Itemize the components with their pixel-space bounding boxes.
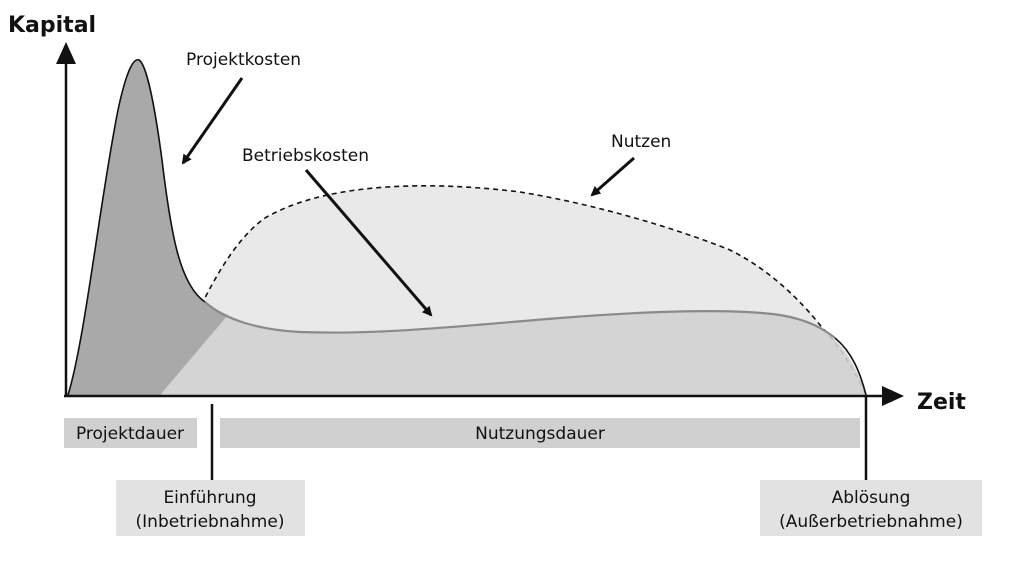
projektdauer-bar xyxy=(64,418,197,448)
betriebskosten-curve xyxy=(204,301,836,339)
betriebskosten-arrow xyxy=(304,169,433,317)
y-axis-arrow xyxy=(56,42,76,64)
projektkosten-curve xyxy=(67,59,206,396)
einfuehrung-line2: (Inbetriebnahme) xyxy=(136,512,285,532)
abloesung-box xyxy=(760,480,982,536)
y-axis-label: Kapital xyxy=(8,13,96,38)
nutzungsdauer-label: Nutzungsdauer xyxy=(475,424,605,444)
nutzen-arrow xyxy=(590,156,635,197)
projektkosten-label: Projektkosten xyxy=(186,50,301,70)
abloesung-line2: (Außerbetriebnahme) xyxy=(779,512,963,532)
projektkosten-area xyxy=(68,59,228,396)
einfuehrung-box xyxy=(116,480,305,536)
abloesung-line1: Ablösung xyxy=(832,488,911,508)
projektdauer-label: Projektdauer xyxy=(76,424,184,444)
x-axis-arrow xyxy=(882,386,904,406)
nutzungsdauer-bar xyxy=(220,418,860,448)
betriebskosten-label: Betriebskosten xyxy=(242,146,369,166)
einfuehrung-line1: Einführung xyxy=(163,488,256,508)
projektkosten-arrow xyxy=(181,77,244,165)
betriebskosten-area xyxy=(160,300,866,395)
nutzen-label: Nutzen xyxy=(611,132,671,152)
x-axis-label: Zeit xyxy=(917,390,966,415)
betriebskosten-curve-end xyxy=(834,337,867,396)
nutzen-curve xyxy=(159,185,867,396)
